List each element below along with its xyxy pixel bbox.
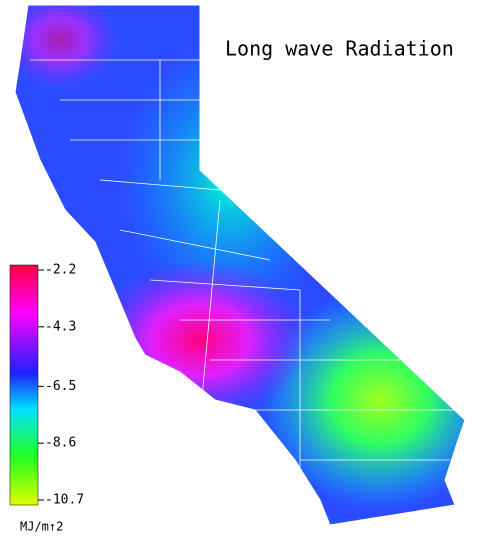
state-border <box>14 4 466 526</box>
colorbar-tick-label: -8.6 <box>45 436 76 451</box>
map-title: Long wave Radiation <box>225 37 454 61</box>
colorbar-unit: MJ/m↑2 <box>20 520 63 534</box>
colorbar-tick-label: -4.3 <box>45 319 76 334</box>
colorbar-tick-label: -10.7 <box>45 493 84 508</box>
colorbar <box>9 264 39 506</box>
colorbar-tick-label: -2.2 <box>45 263 76 278</box>
colorbar-tick-label: -6.5 <box>45 379 76 394</box>
county-lines <box>30 59 465 470</box>
